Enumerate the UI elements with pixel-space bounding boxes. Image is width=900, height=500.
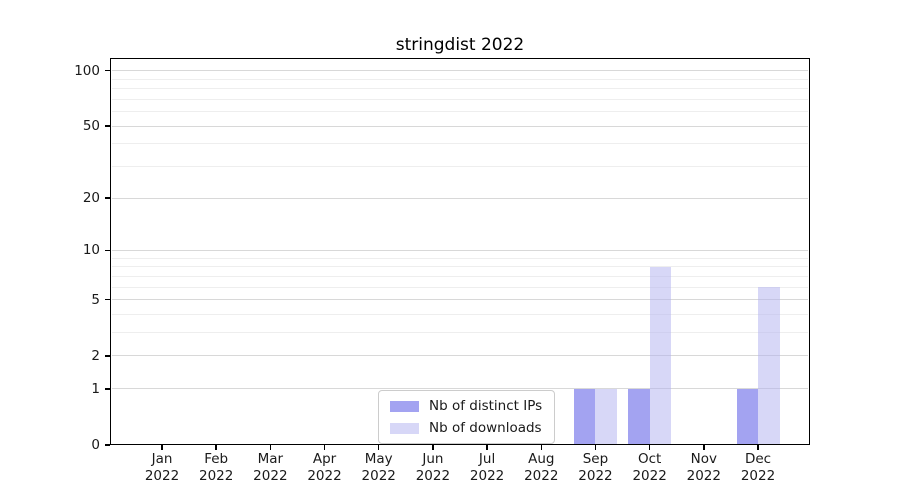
legend-item-downloads: Nb of downloads: [390, 420, 542, 436]
x-axis-tick: [215, 445, 217, 450]
gridline-major: [112, 70, 808, 72]
y-tick-label: 50: [82, 118, 100, 135]
bar-distinct-ips: [573, 388, 596, 445]
x-tick-label: Oct 2022: [619, 451, 681, 485]
x-axis-tick: [269, 445, 272, 450]
y-tick-label: 10: [82, 242, 100, 259]
x-tick-month: Mar: [257, 451, 284, 467]
gridline-minor: [112, 286, 808, 288]
bar-distinct-ips: [736, 388, 758, 445]
gridline-major: [112, 355, 808, 357]
x-tick-month: Jul: [478, 451, 496, 467]
bar-distinct-ips: [628, 388, 650, 445]
x-tick-label: Mar 2022: [239, 451, 301, 485]
legend: Nb of distinct IPs Nb of downloads: [378, 390, 556, 444]
bar-downloads: [758, 287, 780, 445]
x-tick-year: 2022: [686, 468, 721, 484]
y-axis-tick: [105, 355, 110, 357]
gridline-minor: [112, 266, 808, 268]
y-tick-label: 100: [74, 62, 100, 79]
gridline-minor: [112, 98, 808, 100]
x-axis-tick: [377, 445, 380, 450]
x-tick-year: 2022: [361, 468, 396, 484]
x-axis-tick: [323, 445, 326, 450]
x-tick-month: Aug: [528, 451, 555, 467]
x-tick-month: Feb: [204, 451, 229, 467]
x-tick-month: May: [364, 451, 393, 467]
x-axis-tick: [703, 445, 705, 450]
x-axis-tick: [648, 445, 651, 450]
x-tick-year: 2022: [632, 468, 667, 484]
y-tick-label: 0: [91, 437, 100, 453]
x-tick-month: Jun: [422, 451, 444, 467]
x-tick-month: Dec: [744, 451, 772, 467]
y-tick-label: 2: [91, 347, 100, 364]
x-tick-year: 2022: [740, 468, 776, 484]
gridline-minor: [112, 165, 808, 167]
gridline-minor: [112, 275, 808, 277]
x-tick-year: 2022: [469, 468, 505, 484]
x-axis-tick: [757, 445, 759, 450]
legend-label-downloads: Nb of downloads: [429, 420, 542, 436]
gridline-minor: [112, 78, 808, 80]
bar-downloads: [649, 266, 672, 445]
bar-downloads: [595, 388, 617, 445]
chart-title: stringdist 2022: [395, 35, 525, 55]
gridline-major: [112, 299, 808, 301]
gridline-major: [112, 197, 808, 199]
y-axis-tick: [105, 388, 110, 390]
x-tick-year: 2022: [415, 468, 451, 484]
x-tick-label: Aug 2022: [510, 451, 572, 485]
x-tick-label: Jan 2022: [131, 451, 193, 485]
x-axis-tick: [432, 445, 434, 450]
y-axis-tick: [105, 298, 110, 301]
gridline-minor: [112, 143, 808, 145]
y-axis-tick: [105, 197, 110, 199]
y-axis-tick: [105, 444, 110, 446]
y-tick-label: 5: [91, 291, 100, 308]
legend-item-distinct-ips: Nb of distinct IPs: [390, 398, 542, 414]
x-tick-year: 2022: [578, 468, 613, 484]
x-tick-label: Feb 2022: [185, 451, 247, 485]
x-tick-label: Dec 2022: [727, 451, 789, 485]
x-tick-label: Apr 2022: [294, 451, 356, 485]
gridline-minor: [112, 257, 808, 259]
x-tick-year: 2022: [524, 468, 559, 484]
gridline-minor: [112, 313, 808, 315]
y-tick-label: 20: [82, 190, 100, 207]
y-tick-label: 1: [91, 380, 100, 397]
gridline-minor: [112, 332, 808, 334]
x-tick-label: May 2022: [348, 451, 410, 485]
x-axis-tick: [486, 445, 488, 450]
legend-swatch-distinct-ips: [390, 400, 419, 412]
gridline-major: [112, 388, 808, 390]
x-tick-month: Nov: [690, 451, 717, 467]
gridline-major: [112, 125, 808, 127]
x-axis-tick: [540, 445, 543, 450]
gridline-minor: [112, 88, 808, 90]
gridline-major: [112, 249, 808, 251]
x-tick-year: 2022: [307, 468, 342, 484]
x-tick-month: Oct: [637, 451, 662, 467]
y-axis-tick: [105, 249, 110, 252]
x-tick-month: Jan: [151, 451, 173, 467]
x-tick-year: 2022: [144, 468, 180, 484]
x-tick-label: Jul 2022: [456, 451, 518, 485]
x-axis-tick: [161, 445, 163, 450]
x-tick-year: 2022: [198, 468, 234, 484]
x-tick-label: Sep 2022: [564, 451, 626, 485]
x-tick-year: 2022: [253, 468, 288, 484]
x-tick-month: Apr: [312, 451, 337, 467]
x-tick-label: Jun 2022: [402, 451, 464, 485]
gridline-minor: [112, 111, 808, 113]
legend-swatch-downloads: [390, 422, 419, 434]
y-axis-tick: [105, 69, 110, 72]
legend-label-distinct-ips: Nb of distinct IPs: [429, 398, 543, 414]
x-tick-month: Sep: [582, 451, 609, 467]
x-tick-label: Nov 2022: [673, 451, 735, 485]
plot-area: [110, 58, 810, 445]
y-axis-tick: [105, 125, 110, 127]
x-axis-tick: [594, 445, 597, 450]
